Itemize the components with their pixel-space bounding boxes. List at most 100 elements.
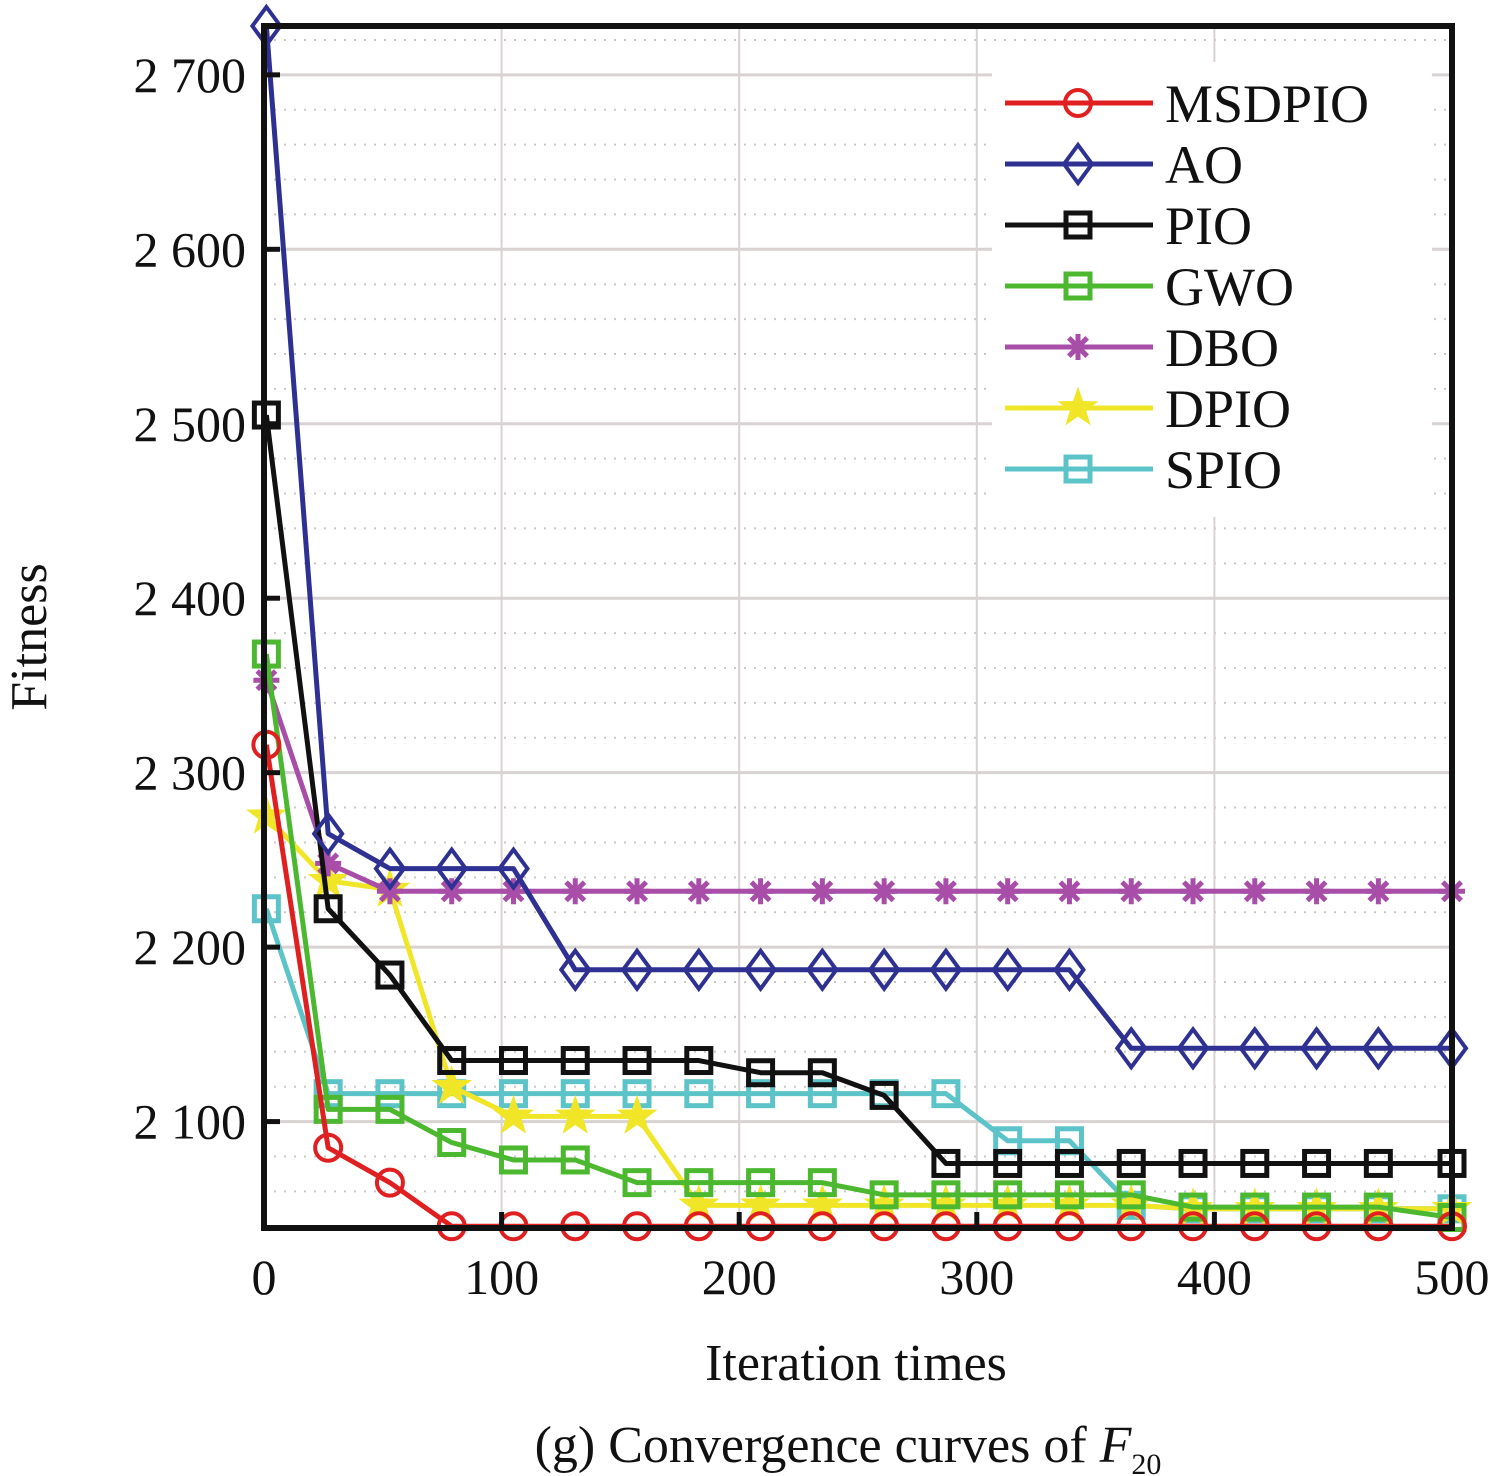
point-pio (807, 1058, 837, 1088)
point-dbo (871, 878, 898, 905)
point-pio (993, 1148, 1023, 1178)
point-spio (931, 1079, 961, 1109)
x-tick-label: 100 (464, 1249, 539, 1305)
point-ao (1176, 1025, 1210, 1071)
point-gwo (1240, 1192, 1270, 1222)
point-spio (684, 1079, 714, 1109)
series-pio (251, 400, 1467, 1178)
point-dbo (747, 878, 774, 905)
point-spio (375, 1079, 405, 1109)
point-gwo (560, 1145, 590, 1175)
point-dpio (431, 1065, 473, 1105)
point-ao (1052, 947, 1086, 993)
point-gwo (931, 1180, 961, 1210)
point-ao (929, 947, 963, 993)
point-gwo (1302, 1192, 1332, 1222)
point-gwo (437, 1128, 467, 1158)
point-pio (622, 1046, 652, 1076)
x-tick-label: 300 (939, 1249, 1014, 1305)
series-gwo (251, 639, 1467, 1233)
caption-prefix: (g) Convergence curves of (535, 1417, 1100, 1474)
point-msdpio (374, 1167, 405, 1198)
point-dbo (376, 878, 403, 905)
legend-label: GWO (1165, 257, 1294, 317)
point-dbo (500, 878, 527, 905)
point-dbo (1118, 878, 1145, 905)
legend-label: SPIO (1165, 440, 1282, 500)
legend-item-spio: SPIO (1005, 440, 1282, 500)
axes-frame (261, 23, 1455, 1231)
y-tick-label: 2 400 (134, 570, 247, 626)
point-gwo (746, 1168, 776, 1198)
point-dbo (1365, 878, 1392, 905)
point-gwo (869, 1180, 899, 1210)
point-ao (1300, 1025, 1334, 1071)
point-ao (620, 947, 654, 993)
legend-marker (1061, 141, 1095, 187)
point-dpio (616, 1094, 658, 1134)
point-dbo (1241, 878, 1268, 905)
point-dpio (493, 1094, 534, 1134)
point-pio (1240, 1148, 1270, 1178)
point-dbo (562, 878, 589, 905)
point-pio (1178, 1148, 1208, 1178)
point-dbo (809, 878, 836, 905)
point-gwo (498, 1145, 528, 1175)
y-tick-label: 2 200 (134, 919, 247, 975)
point-dbo (315, 850, 342, 877)
point-ao (558, 947, 592, 993)
point-pio (1054, 1148, 1084, 1178)
point-ao (744, 947, 778, 993)
series-dpio (245, 794, 1473, 1227)
legend-item-dpio: DPIO (1005, 379, 1291, 439)
point-ao (805, 947, 839, 993)
point-pio (869, 1080, 899, 1110)
point-ao (1361, 1025, 1395, 1071)
point-gwo (313, 1094, 343, 1124)
point-pio (375, 960, 405, 990)
point-ao (867, 947, 901, 993)
x-axis-title: Iteration times (705, 1335, 1007, 1392)
x-tick-label: 0 (252, 1249, 277, 1305)
point-ao (991, 947, 1025, 993)
point-gwo (993, 1180, 1023, 1210)
point-pio (437, 1046, 467, 1076)
caption-subscript: 20 (1131, 1448, 1161, 1476)
x-tick-label: 200 (702, 1249, 777, 1305)
point-dbo (1180, 878, 1207, 905)
legend-item-dbo: DBO (1005, 318, 1279, 378)
legend-marker (1063, 454, 1093, 484)
point-pio (1302, 1148, 1332, 1178)
legend-marker (1063, 88, 1093, 118)
series-spio (251, 894, 1467, 1224)
point-ao (682, 947, 716, 993)
point-pio (1363, 1148, 1393, 1178)
point-gwo (1116, 1180, 1146, 1210)
point-ao (496, 846, 530, 891)
point-pio (931, 1148, 961, 1178)
y-axis-title: Fitness (1, 563, 58, 710)
point-gwo (684, 1168, 714, 1198)
point-msdpio (313, 1132, 344, 1163)
y-tick-label: 2 100 (134, 1094, 247, 1150)
legend-item-pio: PIO (1005, 196, 1252, 256)
line-ao (263, 25, 1452, 1051)
point-dpio (554, 1094, 596, 1134)
point-ao (1238, 1025, 1272, 1071)
point-pio (684, 1046, 714, 1076)
point-gwo (622, 1168, 652, 1198)
legend-marker (1063, 271, 1093, 301)
ticks-layer: 2 100 2 200 2 300 2 400 2 500 2 600 2 700 0 100 2… (134, 47, 1490, 1305)
point-gwo (1054, 1180, 1084, 1210)
point-pio (1116, 1148, 1146, 1178)
y-tick-label: 2 600 (134, 221, 247, 277)
point-pio (313, 894, 343, 924)
point-dbo (932, 878, 959, 905)
point-ao (373, 846, 407, 891)
legend-label: DPIO (1165, 379, 1291, 439)
legend-item-ao: AO (1005, 135, 1243, 195)
point-ao (311, 811, 345, 857)
x-tick-label: 400 (1177, 1249, 1252, 1305)
point-dbo (624, 878, 651, 905)
